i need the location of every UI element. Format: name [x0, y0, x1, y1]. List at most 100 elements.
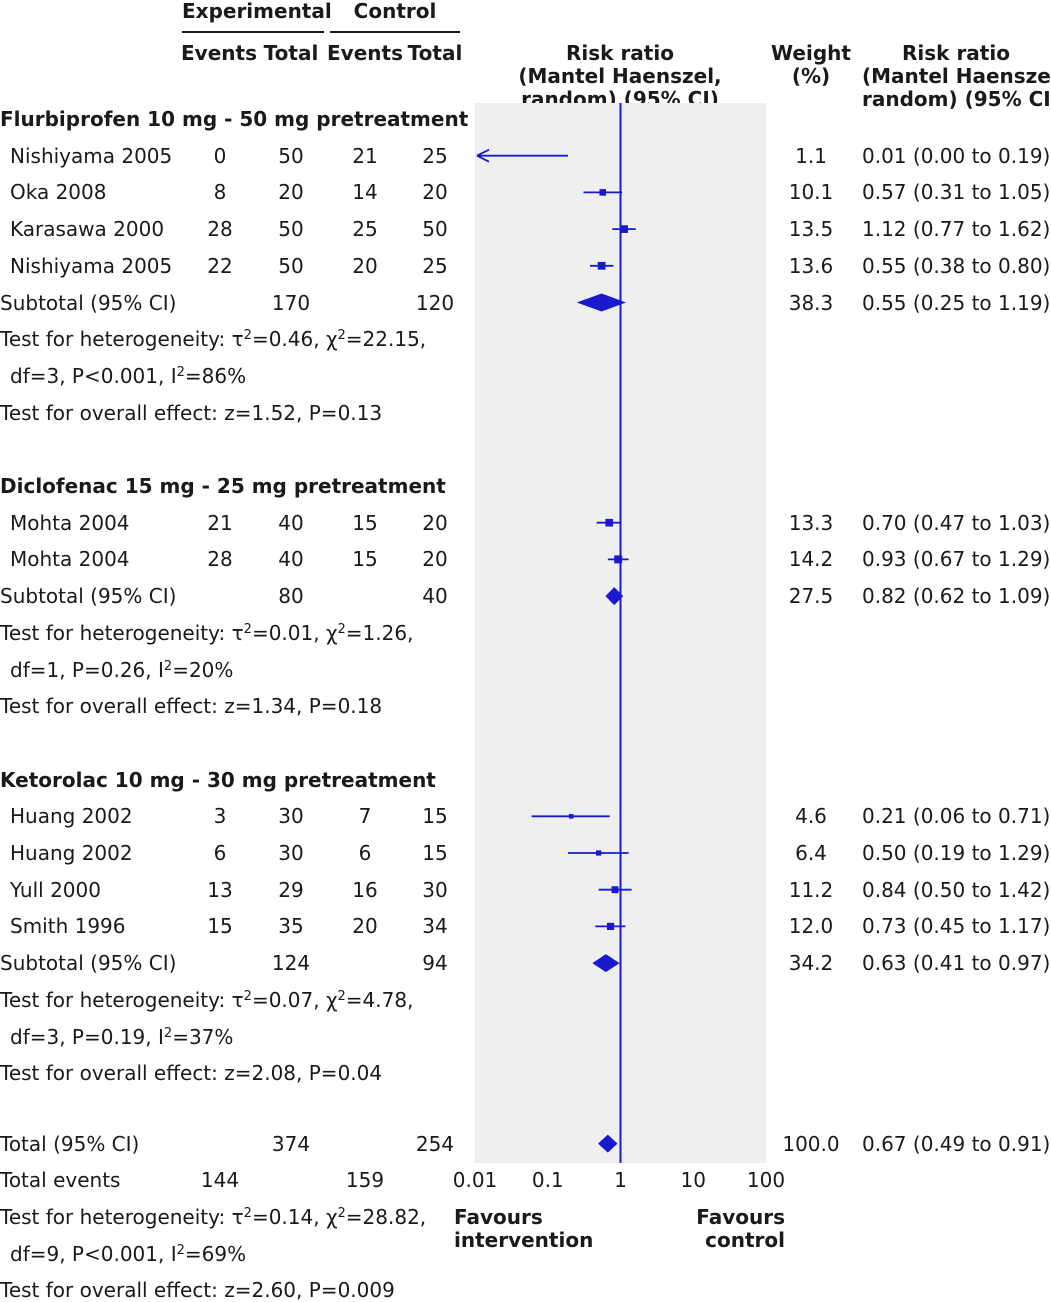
- rr-value: 0.57 (0.31 to 1.05): [862, 180, 1051, 205]
- total-exp-total: 374: [271, 1131, 311, 1156]
- exp-events: 21: [207, 510, 233, 535]
- point-estimate: [605, 518, 614, 527]
- ctl-events: 25: [352, 217, 378, 242]
- study-name: Mohta 2004: [10, 547, 130, 572]
- exp-total-header: Total: [263, 41, 319, 65]
- subtotal-rr: 0.55 (0.25 to 1.19): [862, 290, 1051, 315]
- ctl-events: 14: [352, 180, 378, 205]
- subtotal-ctl-total: 94: [422, 951, 448, 976]
- subtotal-label: Subtotal (95% CI): [0, 584, 177, 609]
- point-estimate: [595, 850, 602, 856]
- rr-value: 0.01 (0.00 to 0.19): [862, 143, 1051, 168]
- rr-value: 0.73 (0.45 to 1.17): [862, 914, 1051, 939]
- exp-total: 40: [278, 547, 304, 572]
- subtotal-weight: 38.3: [788, 290, 834, 315]
- point-estimate: [599, 189, 607, 196]
- ctl-total: 34: [422, 914, 448, 939]
- rr-value: 0.84 (0.50 to 1.42): [862, 877, 1051, 902]
- heterogeneity-test: Test for heterogeneity: τ2=0.01, χ2=1.26…: [0, 620, 414, 645]
- study-name: Smith 1996: [10, 914, 126, 939]
- x-tick-label: 0.1: [531, 1168, 564, 1192]
- rr-value: 0.55 (0.38 to 0.80): [862, 253, 1051, 278]
- weight-value: 14.2: [788, 547, 834, 572]
- x-tick-label: 10: [680, 1168, 706, 1192]
- subtotal-ctl-total: 120: [415, 290, 455, 315]
- weight-header-1: Weight: [771, 41, 851, 65]
- ctl-events: 16: [352, 877, 378, 902]
- total-rr: 0.67 (0.49 to 0.91): [862, 1131, 1051, 1156]
- weight-value: 12.0: [788, 914, 834, 939]
- weight-header-2: (%): [791, 64, 831, 88]
- favours-control-1: Favours: [696, 1205, 785, 1229]
- subtotal-weight: 27.5: [788, 584, 834, 609]
- study-name: Nishiyama 2005: [10, 143, 173, 168]
- exp-events: 28: [207, 217, 233, 242]
- ctl-events: 6: [358, 841, 372, 865]
- ctl-total: 20: [422, 180, 448, 205]
- rr-value: 0.21 (0.06 to 0.71): [862, 804, 1051, 829]
- weight-value: 11.2: [788, 877, 834, 902]
- heterogeneity-detail: df=3, P<0.001, I2=86%: [10, 363, 247, 388]
- study-name: Huang 2002: [10, 804, 133, 829]
- total-diamond: [597, 1134, 618, 1153]
- rr-col-header-2: (Mantel Haenszel,: [518, 64, 722, 88]
- ctl-total: 20: [422, 547, 448, 572]
- overall-effect-test: Test for overall effect: z=1.34, P=0.18: [0, 694, 383, 719]
- total-heterogeneity-detail: df=9, P<0.001, I2=69%: [10, 1241, 247, 1266]
- group-title: Diclofenac 15 mg - 25 mg pretreatment: [0, 474, 446, 498]
- exp-total: 35: [278, 914, 304, 939]
- exp-total: 30: [278, 804, 304, 829]
- ctl-total: 20: [422, 510, 448, 535]
- subtotal-label: Subtotal (95% CI): [0, 290, 177, 315]
- point-estimate: [620, 225, 628, 233]
- exp-events: 28: [207, 547, 233, 572]
- total-label: Total (95% CI): [0, 1131, 140, 1156]
- exp-events: 3: [213, 804, 227, 829]
- subtotal-exp-total: 124: [271, 951, 311, 976]
- heterogeneity-test: Test for heterogeneity: τ2=0.46, χ2=22.1…: [0, 327, 427, 352]
- x-tick-label: 0.01: [452, 1168, 498, 1192]
- ctl-total: 30: [422, 877, 448, 902]
- exp-events-header: Events: [181, 41, 257, 65]
- exp-events: 22: [207, 253, 233, 278]
- weight-value: 13.6: [788, 253, 834, 278]
- point-estimate: [568, 813, 574, 819]
- overall-effect-test: Test for overall effect: z=1.52, P=0.13: [0, 400, 383, 425]
- experimental-header: Experimental: [182, 0, 332, 23]
- total-heterogeneity-test: Test for heterogeneity: τ2=0.14, χ2=28.8…: [0, 1205, 427, 1229]
- ctl-events-header: Events: [327, 41, 403, 65]
- ctl-total: 15: [422, 804, 448, 829]
- group-title: Ketorolac 10 mg - 30 mg pretreatment: [0, 767, 436, 792]
- exp-total: 40: [278, 510, 304, 535]
- exp-events: 0: [213, 143, 227, 168]
- point-estimate: [606, 922, 615, 930]
- total-events-label: Total events: [0, 1168, 121, 1193]
- overall-effect-test: Test for overall effect: z=2.08, P=0.04: [0, 1061, 383, 1086]
- group-title: Flurbiprofen 10 mg - 50 mg pretreatment: [0, 107, 469, 131]
- subtotal-exp-total: 80: [278, 584, 304, 609]
- weight-value: 1.1: [795, 143, 827, 168]
- ctl-total: 50: [422, 217, 448, 242]
- ctl-events: 7: [358, 804, 372, 829]
- ctl-events: 15: [352, 510, 378, 535]
- exp-events: 8: [213, 180, 227, 205]
- weight-value: 10.1: [788, 180, 834, 205]
- rr-col-header-1: Risk ratio: [566, 41, 674, 65]
- subtotal-exp-total: 170: [271, 290, 311, 315]
- total-overall-effect-test: Test for overall effect: z=2.60, P=0.009: [0, 1278, 395, 1302]
- study-name: Huang 2002: [10, 841, 133, 865]
- exp-total: 30: [278, 841, 304, 865]
- control-rule: [330, 31, 460, 33]
- study-name: Nishiyama 2005: [10, 253, 173, 278]
- study-name: Karasawa 2000: [10, 217, 165, 242]
- exp-events: 13: [207, 877, 233, 902]
- study-name: Mohta 2004: [10, 510, 130, 535]
- weight-value: 13.5: [788, 217, 834, 242]
- subtotal-diamond: [605, 587, 624, 606]
- rr-value: 1.12 (0.77 to 1.62): [862, 217, 1051, 242]
- ctl-events: 21: [352, 143, 378, 168]
- favours-control-2: control: [705, 1228, 785, 1252]
- ctl-total: 25: [422, 253, 448, 278]
- favours-intervention-2: intervention: [454, 1228, 594, 1252]
